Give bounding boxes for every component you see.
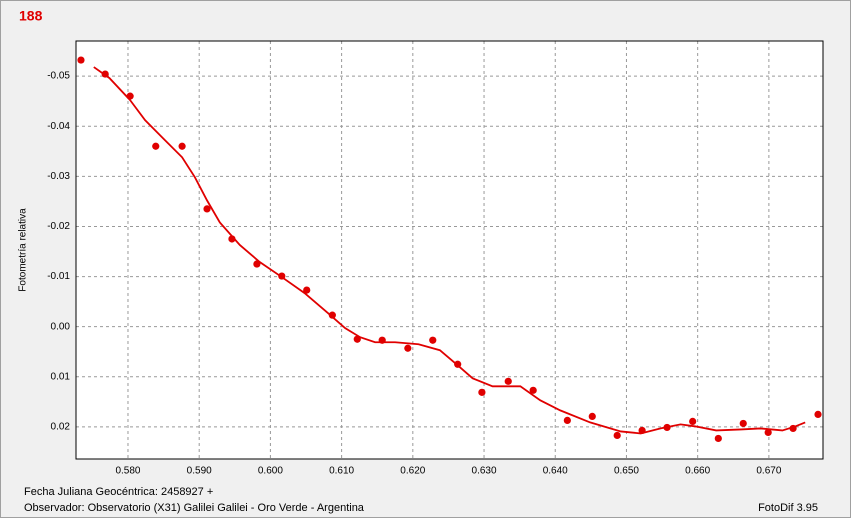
- x-tick-label: 0.580: [115, 466, 140, 477]
- data-point: [588, 412, 596, 420]
- footer-text: Fecha Juliana Geocéntrica: 2458927 +: [24, 486, 213, 498]
- x-tick-label: 0.600: [258, 466, 283, 477]
- data-point: [504, 377, 512, 385]
- data-point: [429, 336, 437, 344]
- data-point: [152, 142, 160, 150]
- y-tick-label: 0.01: [51, 371, 71, 382]
- fit-line: [93, 66, 806, 435]
- x-tick-label: 0.590: [187, 466, 212, 477]
- data-point: [764, 428, 772, 437]
- data-point: [529, 386, 537, 394]
- chart-title: 188: [19, 8, 43, 24]
- data-point: [563, 416, 571, 425]
- x-tick-label: 0.670: [756, 466, 781, 477]
- data-point: [178, 142, 186, 150]
- y-tick-label: -0.02: [47, 221, 70, 232]
- data-point: [203, 205, 211, 213]
- y-tick-label: -0.01: [47, 271, 70, 282]
- footer-text: Observador: Observatorio (X31) Galilei G…: [24, 502, 365, 514]
- data-point: [689, 417, 697, 426]
- y-tick-label: 0.00: [51, 321, 71, 332]
- y-axis-label: Fotometría relativa: [18, 208, 29, 292]
- data-point: [404, 344, 412, 352]
- y-tick-label: -0.04: [47, 121, 70, 132]
- y-tick-label: 0.02: [51, 422, 71, 433]
- x-tick-label: 0.640: [543, 466, 568, 477]
- data-point: [739, 419, 747, 428]
- data-point: [714, 434, 722, 443]
- y-tick-label: -0.05: [47, 71, 70, 82]
- data-point: [328, 311, 336, 319]
- data-point: [478, 388, 486, 396]
- footer-text: FotoDif 3.95: [758, 502, 818, 514]
- x-tick-label: 0.660: [685, 466, 710, 477]
- plot-border: [75, 40, 824, 460]
- data-point: [613, 431, 621, 440]
- x-tick-label: 0.630: [472, 466, 497, 477]
- plot-area: [76, 41, 823, 459]
- data-point: [77, 56, 85, 64]
- x-tick-label: 0.620: [400, 466, 425, 477]
- data-point: [814, 410, 822, 418]
- y-tick-label: -0.03: [47, 171, 70, 182]
- x-tick-label: 0.650: [614, 466, 639, 477]
- data-point: [303, 286, 311, 294]
- x-tick-label: 0.610: [329, 466, 354, 477]
